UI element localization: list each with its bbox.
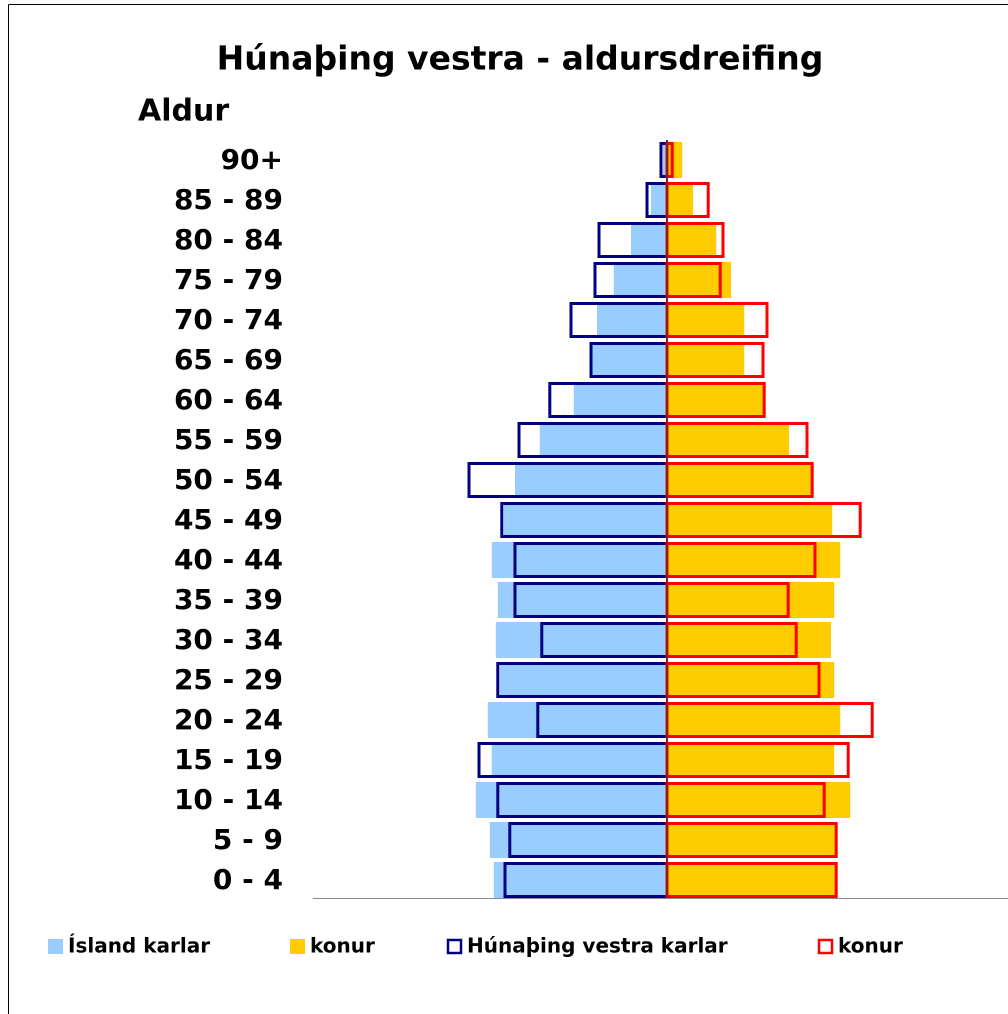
category-label: 60 - 64 bbox=[174, 383, 283, 416]
category-label: 0 - 4 bbox=[213, 863, 283, 896]
bar bbox=[667, 182, 693, 218]
bar bbox=[667, 422, 789, 458]
bar bbox=[667, 222, 717, 258]
bar bbox=[503, 502, 667, 538]
category-label: 10 - 14 bbox=[174, 783, 283, 816]
bar bbox=[667, 662, 835, 698]
bar bbox=[591, 342, 667, 378]
legend-swatch bbox=[290, 939, 305, 954]
bar bbox=[667, 142, 683, 178]
category-label: 85 - 89 bbox=[174, 183, 283, 216]
bar bbox=[493, 862, 667, 898]
legend-label: Ísland karlar bbox=[68, 934, 210, 958]
bar bbox=[667, 582, 835, 618]
category-label: 80 - 84 bbox=[174, 223, 283, 256]
legend-swatch bbox=[48, 939, 63, 954]
category-label: 40 - 44 bbox=[174, 543, 283, 576]
bar bbox=[667, 702, 841, 738]
bar bbox=[667, 742, 835, 778]
category-label: 30 - 34 bbox=[174, 623, 283, 656]
bar bbox=[667, 342, 745, 378]
category-label: 20 - 24 bbox=[174, 703, 283, 736]
legend-label: konur bbox=[838, 934, 903, 958]
bar bbox=[667, 542, 841, 578]
bar bbox=[573, 382, 667, 418]
bar bbox=[667, 622, 831, 658]
category-label: 70 - 74 bbox=[174, 303, 283, 336]
category-label: 35 - 39 bbox=[174, 583, 283, 616]
axis-label: Aldur bbox=[138, 94, 229, 129]
legend-label: konur bbox=[310, 934, 375, 958]
bar bbox=[487, 702, 667, 738]
category-label: 50 - 54 bbox=[174, 463, 283, 496]
bar bbox=[515, 462, 667, 498]
bar bbox=[667, 502, 833, 538]
bar bbox=[497, 582, 667, 618]
bar bbox=[631, 222, 667, 258]
category-label: 15 - 19 bbox=[174, 743, 283, 776]
bar bbox=[475, 782, 667, 818]
bar bbox=[539, 422, 667, 458]
bar bbox=[663, 142, 667, 178]
bar bbox=[667, 462, 811, 498]
bar bbox=[489, 822, 667, 858]
category-label: 65 - 69 bbox=[174, 343, 283, 376]
legend-label: Húnaþing vestra karlar bbox=[467, 934, 728, 958]
category-label: 5 - 9 bbox=[213, 823, 283, 856]
bar bbox=[491, 742, 667, 778]
bar bbox=[667, 302, 745, 338]
category-label: 55 - 59 bbox=[174, 423, 283, 456]
bar bbox=[651, 182, 667, 218]
bar bbox=[667, 862, 835, 898]
category-label: 90+ bbox=[221, 143, 283, 176]
bar bbox=[597, 302, 667, 338]
bar bbox=[613, 262, 667, 298]
bar bbox=[667, 782, 851, 818]
bar bbox=[667, 382, 765, 418]
category-label: 25 - 29 bbox=[174, 663, 283, 696]
chart-title: Húnaþing vestra - aldursdreifing bbox=[217, 39, 824, 78]
category-label: 45 - 49 bbox=[174, 503, 283, 536]
category-label: 75 - 79 bbox=[174, 263, 283, 296]
bar bbox=[667, 822, 837, 858]
bar bbox=[499, 662, 667, 698]
legend-swatch bbox=[817, 938, 834, 955]
bar bbox=[495, 622, 667, 658]
bar bbox=[491, 542, 667, 578]
legend-swatch bbox=[446, 938, 463, 955]
